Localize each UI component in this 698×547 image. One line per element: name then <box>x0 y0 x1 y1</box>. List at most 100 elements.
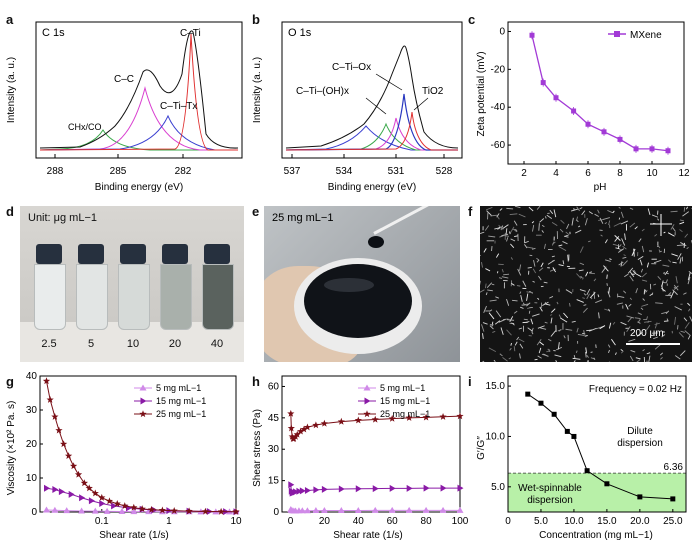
sem-flake <box>543 243 546 249</box>
sem-flake <box>646 262 649 268</box>
viscosity-point <box>98 493 106 501</box>
sem-flake <box>618 261 624 266</box>
sem-flake <box>498 318 506 323</box>
sem-flake <box>567 254 569 262</box>
sem-flake <box>532 313 540 317</box>
sem-flake <box>480 231 485 234</box>
sem-flake <box>519 264 522 271</box>
sem-flake <box>684 233 689 238</box>
sem-flake <box>527 327 533 332</box>
sem-flake <box>566 223 570 230</box>
sem-flake <box>579 246 584 253</box>
xps-o1s-label-ctiox: C–Ti–Ox <box>332 62 371 73</box>
sem-flake <box>607 344 611 348</box>
sem-flake <box>496 271 499 274</box>
sem-flake <box>488 347 497 353</box>
shear-stress-chart: Shear stress (Pa) Shear rate (1/s) 0 20 40… <box>252 375 468 541</box>
viscosity-legend-label: 25 mg mL−1 <box>156 409 206 419</box>
xps-c1s-label-cti: C–Ti <box>180 28 201 39</box>
viscosity-point <box>130 503 138 511</box>
shear-stress-legend-label: 15 mg mL−1 <box>380 396 430 406</box>
sem-flake <box>609 258 612 260</box>
shear-stress-point <box>337 417 345 425</box>
sem-flake <box>579 262 585 266</box>
sem-flake <box>514 206 521 209</box>
sem-flake <box>495 253 500 258</box>
shear-stress-legend-marker <box>363 384 371 391</box>
sem-flake <box>624 273 629 278</box>
shear-stress-xtick: 40 <box>353 516 365 527</box>
sem-flake <box>510 238 516 242</box>
sem-flake <box>688 270 692 275</box>
viscosity-legend-marker <box>139 384 147 391</box>
shear-stress-ytick: 15 <box>268 476 280 487</box>
sem-flake <box>653 283 657 286</box>
shear-stress-point <box>389 484 396 492</box>
sem-flake <box>679 350 686 357</box>
sem-flake <box>606 283 608 286</box>
sem-flake <box>577 334 585 336</box>
viscosity-point <box>60 440 68 448</box>
sem-flake <box>527 266 532 269</box>
sem-flake <box>622 245 627 250</box>
sem-flake <box>645 324 651 331</box>
shear-stress-legend-marker <box>363 410 371 418</box>
sem-flake <box>484 225 490 231</box>
modulus-xtick: 10.0 <box>564 516 584 527</box>
sem-flake <box>626 326 631 332</box>
sem-flake <box>677 253 682 260</box>
viscosity-point <box>201 507 210 515</box>
sem-flake <box>543 281 548 284</box>
sem-flake <box>608 322 612 329</box>
sem-flake <box>582 297 585 299</box>
sem-flake <box>531 331 534 335</box>
shear-stress-point <box>293 488 300 496</box>
modulus-xtick: 0 <box>505 516 511 527</box>
vial-label: 5 <box>87 338 95 350</box>
xps-c1s-chart: Intensity (a. u.) Binding energy (eV) 28… <box>6 21 243 193</box>
vial-label: 2.5 <box>41 338 57 350</box>
sem-flake <box>530 318 534 325</box>
sem-flake <box>557 329 562 332</box>
sem-flake <box>604 239 608 244</box>
sem-flake <box>586 355 589 358</box>
zeta-point <box>540 80 546 86</box>
sem-flake <box>532 268 537 274</box>
viscosity-point <box>51 413 59 420</box>
modulus-point <box>670 496 676 502</box>
sem-scalebar-label: 200 μm <box>630 328 664 339</box>
sem-flake <box>499 234 507 238</box>
sem-flake <box>549 209 554 215</box>
xps-c1s-xtick-285: 285 <box>110 166 127 177</box>
sem-flake <box>686 206 688 210</box>
shear-stress-point <box>293 430 301 438</box>
panel-label-g: g <box>6 374 14 389</box>
vial-label: 40 <box>210 338 224 350</box>
sem-flake <box>495 310 502 318</box>
sem-flake <box>540 327 547 330</box>
sem-flake <box>620 349 624 352</box>
sem-flake <box>552 267 556 273</box>
sem-flake <box>680 330 685 333</box>
modulus-point <box>584 468 590 474</box>
sem-flake <box>629 222 636 228</box>
sem-flake <box>526 293 529 301</box>
vial-body <box>76 264 108 330</box>
viscosity-point <box>68 490 75 498</box>
sem-flake <box>480 289 485 293</box>
shear-stress-point <box>439 413 447 420</box>
viscosity-point <box>85 484 93 492</box>
sem-flake <box>485 268 491 272</box>
sem-flake <box>536 257 540 261</box>
sem-flake <box>513 346 516 352</box>
sem-flake <box>526 302 531 307</box>
sem-flake <box>612 243 620 247</box>
shear-stress-xtick: 20 <box>319 516 331 527</box>
viscosity-legend-marker <box>139 410 147 418</box>
sem-flake <box>589 271 593 274</box>
sem-flake <box>590 296 593 300</box>
sem-flake <box>538 223 540 231</box>
modulus-xtick: 15.0 <box>597 516 617 527</box>
shear-stress-xlabel: Shear rate (1/s) <box>333 530 402 541</box>
shear-stress-point <box>456 506 464 513</box>
